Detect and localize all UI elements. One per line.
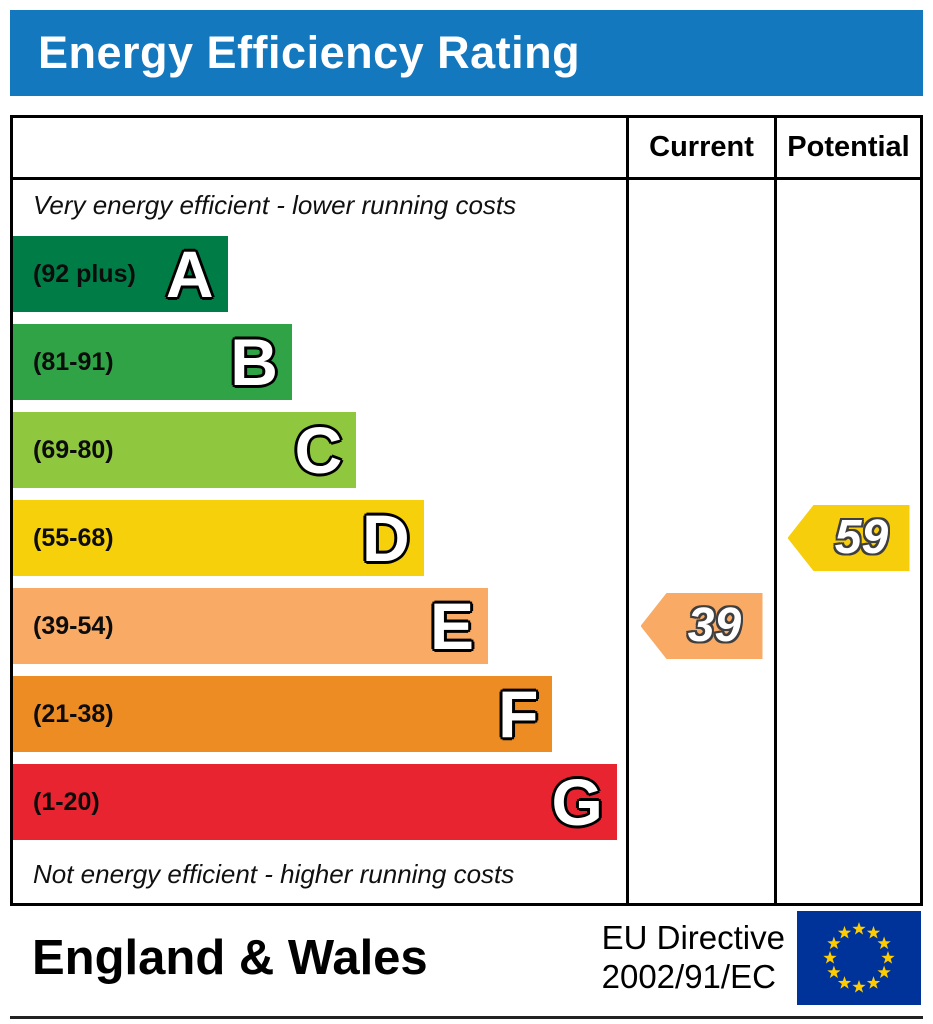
region-label: England & Wales	[32, 931, 428, 985]
band-row-c: (69-80) C	[13, 406, 626, 494]
band-row-a: (92 plus) A	[13, 230, 626, 318]
band-range-c: (69-80)	[33, 435, 114, 464]
bands-area: Very energy efficient - lower running co…	[13, 180, 626, 903]
band-letter-d: D	[362, 501, 410, 575]
band-letter-c: C	[294, 413, 343, 487]
potential-rating-value: 59	[834, 511, 889, 564]
band-row-f: (21-38) F	[13, 670, 626, 758]
bottom-note: Not energy efficient - higher running co…	[33, 859, 515, 889]
band-bar-c: (69-80) C	[13, 412, 357, 488]
current-rating-value: 39	[687, 599, 742, 652]
header-spacer	[13, 118, 626, 180]
footer-right: EU Directive 2002/91/EC	[602, 911, 921, 1005]
band-row-e: (39-54) E	[13, 582, 626, 670]
band-bar-f: (21-38) F	[13, 676, 553, 752]
band-letter-e: E	[430, 589, 475, 663]
current-column: 39	[626, 180, 774, 903]
band-range-f: (21-38)	[33, 699, 114, 728]
band-bar-b: (81-91) B	[13, 324, 292, 400]
band-range-d: (55-68)	[33, 523, 114, 552]
band-row-d: (55-68) D	[13, 494, 626, 582]
band-range-g: (1-20)	[33, 787, 100, 816]
top-note: Very energy efficient - lower running co…	[33, 189, 517, 220]
band-range-a: (92 plus)	[33, 259, 136, 288]
band-bar-a: (92 plus) A	[13, 236, 228, 312]
potential-column: 59	[774, 180, 920, 903]
current-column-header: Current	[626, 118, 774, 180]
band-letter-g: G	[551, 765, 603, 839]
band-bar-d: (55-68) D	[13, 500, 424, 576]
title-bar: Energy Efficiency Rating	[10, 10, 923, 96]
footer: England & Wales EU Directive 2002/91/EC	[10, 906, 923, 1014]
band-range-b: (81-91)	[33, 347, 114, 376]
band-row-g: (1-20) G	[13, 758, 626, 846]
eu-flag-icon	[797, 911, 921, 1005]
band-range-e: (39-54)	[33, 611, 114, 640]
band-row-b: (81-91) B	[13, 318, 626, 406]
band-bar-g: (1-20) G	[13, 764, 617, 840]
current-rating-arrow: 39	[640, 593, 763, 659]
energy-rating-chart: Current Potential Very energy efficient …	[10, 115, 923, 906]
band-letter-f: F	[498, 677, 539, 751]
potential-rating-arrow: 59	[787, 505, 910, 571]
band-bar-e: (39-54) E	[13, 588, 489, 664]
eu-directive-line2: 2002/91/EC	[601, 958, 776, 995]
bottom-border-line	[10, 1016, 923, 1019]
band-letter-a: A	[165, 237, 214, 311]
page-title: Energy Efficiency Rating	[38, 27, 581, 78]
band-letter-b: B	[230, 325, 278, 399]
eu-directive-line1: EU Directive	[601, 919, 785, 957]
potential-column-header: Potential	[774, 118, 920, 180]
eu-directive-label: EU Directive 2002/91/EC	[602, 919, 785, 997]
